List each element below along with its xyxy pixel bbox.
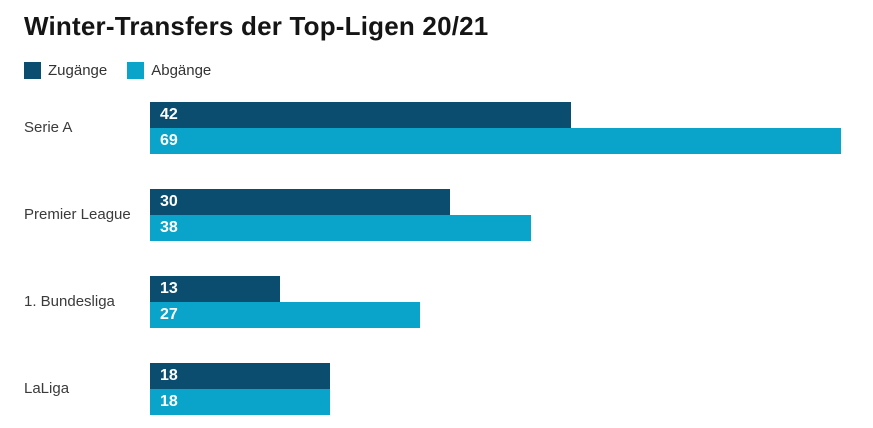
bar-abgaenge: 18	[150, 389, 331, 415]
bar-value-label: 13	[160, 280, 178, 297]
bar-zugaenge: 30	[150, 189, 451, 215]
bar-value-label: 38	[160, 219, 178, 236]
category-row: Serie A 42 69	[0, 102, 873, 154]
plot-area: Serie A 42 69 Premier League 30 38 1. Bundesli…	[0, 102, 873, 415]
category-row: LaLiga 18 18	[0, 363, 873, 415]
category-label: Serie A	[24, 119, 73, 136]
bar-group: 13 27	[150, 276, 841, 328]
legend: Zugänge Abgänge	[24, 62, 211, 79]
bar-value-label: 42	[160, 106, 178, 123]
legend-label-zugaenge: Zugänge	[48, 62, 108, 79]
bar-group: 42 69	[150, 102, 841, 154]
category-row: 1. Bundesliga 13 27	[0, 276, 873, 328]
bar-zugaenge: 42	[150, 102, 571, 128]
bar-group: 30 38	[150, 189, 841, 241]
bar-abgaenge: 27	[150, 302, 421, 328]
bar-value-label: 69	[160, 132, 178, 149]
bar-value-label: 18	[160, 367, 178, 384]
category-label: LaLiga	[24, 380, 70, 397]
bar-zugaenge: 13	[150, 276, 281, 302]
bar-value-label: 30	[160, 193, 178, 210]
bar-value-label: 27	[160, 306, 178, 323]
legend-swatch-abgaenge	[127, 62, 145, 79]
legend-item-zugaenge: Zugänge	[24, 62, 107, 79]
category-label: 1. Bundesliga	[24, 293, 115, 310]
category-label: Premier League	[24, 206, 131, 223]
bar-abgaenge: 38	[150, 215, 531, 241]
legend-swatch-zugaenge	[24, 62, 41, 79]
bar-value-label: 18	[160, 393, 178, 410]
bar-zugaenge: 18	[150, 363, 331, 389]
legend-item-abgaenge: Abgänge	[127, 62, 211, 79]
chart-title: Winter-Transfers der Top-Ligen 20/21	[24, 11, 489, 41]
bar-abgaenge: 69	[150, 128, 841, 154]
legend-label-abgaenge: Abgänge	[151, 62, 212, 79]
category-row: Premier League 30 38	[0, 189, 873, 241]
bar-group: 18 18	[150, 363, 841, 415]
